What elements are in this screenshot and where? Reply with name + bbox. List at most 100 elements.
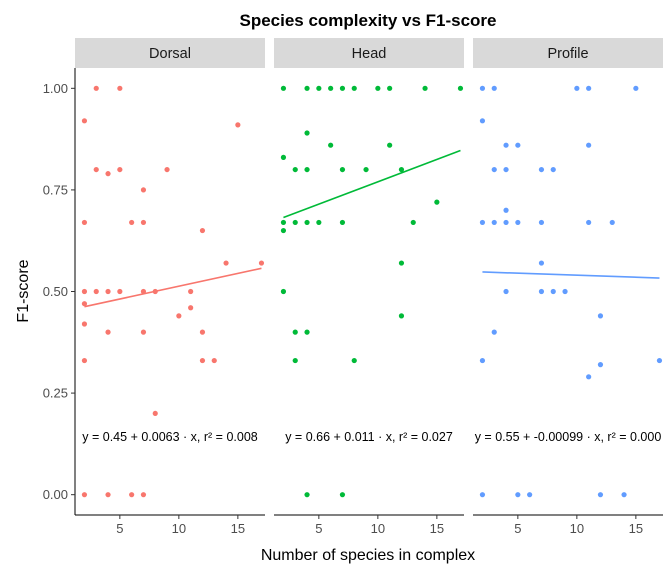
data-point: [621, 492, 627, 498]
data-point: [410, 219, 416, 226]
facet-strip: [274, 38, 464, 68]
data-point: [176, 313, 182, 319]
data-point: [316, 219, 322, 226]
data-point: [457, 85, 464, 91]
y-tick-label: 0.75: [43, 182, 68, 197]
data-point: [81, 357, 88, 364]
data-point: [304, 492, 310, 498]
data-point: [491, 219, 497, 226]
data-point: [503, 142, 509, 148]
data-point: [140, 187, 147, 193]
data-point: [328, 85, 334, 91]
data-point: [199, 329, 206, 335]
data-point: [550, 288, 556, 295]
x-tick-label: 10: [371, 521, 385, 536]
y-axis: 0.00 0.25 0.50 0.75 1.00: [43, 68, 76, 515]
data-point: [117, 166, 123, 173]
data-point: [586, 85, 592, 91]
data-point: [515, 142, 521, 148]
data-point: [375, 85, 381, 91]
data-point: [292, 166, 298, 173]
data-point: [140, 492, 147, 498]
data-point: [164, 166, 170, 173]
data-point: [527, 492, 533, 498]
panel-profile: Profile 5 10 15 y = 0.55 + -0.00099 · x, r² …: [473, 38, 663, 536]
data-point: [81, 118, 88, 124]
x-tick-label: 10: [172, 521, 186, 536]
data-point: [609, 219, 615, 226]
panel-plot-area: y = 0.55 + -0.00099 · x, r² = 0.000: [475, 85, 663, 498]
data-point: [304, 166, 310, 173]
data-point: [140, 219, 147, 226]
data-point: [398, 166, 405, 173]
data-point: [81, 492, 88, 498]
data-point: [479, 492, 486, 498]
data-point: [586, 374, 592, 380]
panel-head: Head 5 10 15 y = 0.66 + 0.011 · x, r² = 0.02…: [274, 38, 464, 536]
data-point: [562, 288, 568, 295]
data-point: [339, 219, 346, 226]
data-point: [304, 130, 310, 136]
data-point: [280, 227, 287, 234]
data-point: [538, 166, 545, 173]
data-point: [491, 85, 497, 91]
data-point: [387, 142, 393, 148]
data-point: [503, 288, 509, 295]
data-point: [81, 219, 88, 226]
data-point: [304, 85, 310, 91]
data-point: [538, 219, 545, 226]
data-point: [117, 85, 123, 91]
data-point: [81, 321, 88, 327]
data-point: [304, 219, 310, 226]
data-point: [586, 219, 592, 226]
data-point: [129, 219, 135, 226]
data-point: [316, 85, 322, 91]
data-point: [81, 288, 88, 295]
data-point: [280, 85, 287, 91]
facet-strip-label: Dorsal: [149, 46, 191, 62]
panel-plot-area: y = 0.45 + 0.0063 · x, r² = 0.008: [81, 85, 265, 498]
y-tick-label: 1.00: [43, 81, 68, 96]
data-point: [140, 329, 147, 335]
data-point: [479, 357, 486, 364]
data-point: [491, 166, 497, 173]
x-tick-label: 15: [231, 521, 245, 536]
data-point: [235, 122, 241, 128]
data-point: [351, 85, 357, 91]
data-point: [105, 288, 111, 295]
y-tick-label: 0.25: [43, 386, 68, 401]
data-point: [117, 288, 123, 295]
panel-plot-area: y = 0.66 + 0.011 · x, r² = 0.027: [280, 85, 464, 498]
data-point: [339, 85, 346, 91]
data-point: [550, 166, 556, 173]
regression-equation: y = 0.55 + -0.00099 · x, r² = 0.000: [475, 430, 662, 444]
x-tick-label: 5: [315, 521, 322, 536]
data-point: [656, 357, 663, 364]
data-point: [152, 410, 158, 417]
data-point: [479, 118, 486, 124]
data-point: [223, 260, 229, 266]
data-point: [479, 219, 486, 226]
data-point: [292, 329, 298, 335]
x-tick-label: 10: [570, 521, 584, 536]
data-point: [105, 329, 111, 335]
data-point: [93, 288, 99, 295]
data-point: [398, 260, 405, 266]
panel-dorsal: Dorsal 5 10 15 y = 0.45 + 0.0063 · x, r² = 0…: [75, 38, 265, 536]
data-point: [199, 227, 206, 234]
y-axis-title: F1-score: [15, 259, 32, 322]
data-point: [105, 171, 111, 177]
data-point: [597, 492, 604, 498]
data-point: [633, 85, 639, 91]
data-point: [351, 357, 357, 364]
data-point: [105, 492, 111, 498]
data-point: [387, 85, 393, 91]
data-point: [434, 199, 440, 205]
facet-strip-label: Profile: [547, 46, 588, 62]
data-point: [363, 166, 369, 173]
data-point: [503, 219, 509, 226]
data-point: [538, 260, 545, 266]
data-point: [129, 492, 135, 498]
data-point: [422, 85, 428, 91]
